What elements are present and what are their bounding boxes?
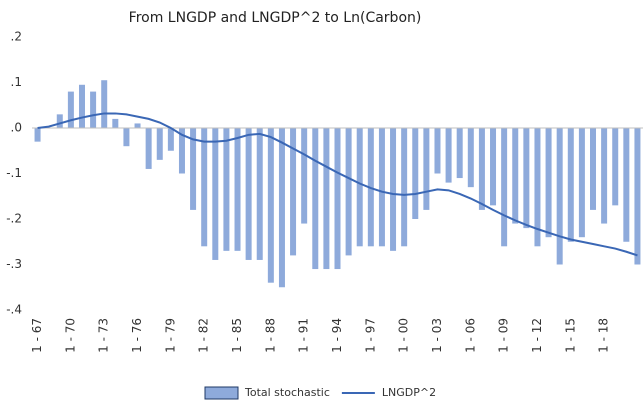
x-tick-label: 1 - 15 <box>563 318 577 353</box>
bar <box>512 128 519 224</box>
bar <box>478 128 485 210</box>
line <box>37 112 638 257</box>
bar <box>456 128 463 179</box>
bar <box>112 118 119 128</box>
bar <box>401 128 408 247</box>
x-tick-label: 1 - 06 <box>463 318 477 353</box>
bar <box>101 80 108 128</box>
x-tick-label: 1 - 82 <box>197 318 211 353</box>
bar <box>145 128 152 169</box>
bar <box>278 128 285 288</box>
bar <box>323 128 330 270</box>
bar <box>267 128 274 283</box>
bar <box>156 128 163 160</box>
bar <box>190 128 197 210</box>
legend-label: Total stochastic <box>244 386 330 399</box>
y-tick-label: -.3 <box>6 257 22 271</box>
bar <box>412 128 419 219</box>
legend-label: LNGDP^2 <box>382 386 436 399</box>
x-tick-label: 1 - 09 <box>497 318 511 353</box>
bar <box>423 128 430 210</box>
bar <box>201 128 208 247</box>
x-tick-label: 1 - 70 <box>63 318 77 353</box>
bar <box>545 128 552 238</box>
y-tick-label: -.1 <box>6 166 22 180</box>
y-tick-label: -.4 <box>6 303 22 317</box>
bar <box>223 128 230 251</box>
bar <box>445 128 452 183</box>
chart-title: From LNGDP and LNGDP^2 to Ln(Carbon) <box>129 10 422 26</box>
bar <box>634 128 641 265</box>
bar <box>212 128 219 260</box>
bar <box>245 128 252 260</box>
bar <box>578 128 585 238</box>
bar <box>490 128 497 206</box>
bar <box>390 128 397 251</box>
y-tick-label: -.2 <box>6 212 22 226</box>
bar <box>301 128 308 224</box>
bar <box>312 128 319 270</box>
x-tick-label: 1 - 73 <box>97 318 111 353</box>
legend-swatch <box>204 386 239 400</box>
x-tick-label: 1 - 91 <box>297 318 311 353</box>
bar <box>534 128 541 247</box>
bar <box>290 128 297 256</box>
bar <box>78 84 85 128</box>
bar <box>234 128 241 251</box>
x-tick-label: 1 - 18 <box>597 318 611 353</box>
x-tick-label: 1 - 94 <box>330 318 344 353</box>
bar <box>567 128 574 242</box>
bar <box>334 128 341 270</box>
bar <box>590 128 597 210</box>
x-tick-label: 1 - 12 <box>530 318 544 353</box>
x-tick-label: 1 - 03 <box>430 318 444 353</box>
bar <box>134 123 141 128</box>
bar <box>467 128 474 188</box>
x-tick-label: 1 - 76 <box>130 318 144 353</box>
y-tick-label: .2 <box>11 30 22 44</box>
bar <box>523 128 530 229</box>
bar <box>90 91 97 128</box>
x-tick-label: 1 - 67 <box>30 318 44 353</box>
x-tick-label: 1 - 85 <box>230 318 244 353</box>
bar <box>601 128 608 224</box>
bar <box>556 128 563 265</box>
bar <box>378 128 385 247</box>
y-tick-label: .1 <box>11 75 22 89</box>
bar <box>345 128 352 256</box>
bar <box>167 128 174 151</box>
x-tick-label: 1 - 79 <box>163 318 177 353</box>
x-tick-label: 1 - 97 <box>363 318 377 353</box>
bar <box>67 91 74 128</box>
x-tick-label: 1 - 00 <box>397 318 411 353</box>
bar <box>501 128 508 247</box>
y-tick-label: .0 <box>11 121 22 135</box>
bar <box>56 114 63 128</box>
bar <box>256 128 263 260</box>
x-tick-label: 1 - 88 <box>263 318 277 353</box>
bar <box>612 128 619 206</box>
bar <box>123 128 130 147</box>
bar <box>356 128 363 247</box>
bar <box>178 128 185 174</box>
bar <box>34 128 41 142</box>
bar <box>623 128 630 242</box>
bar <box>434 128 441 174</box>
